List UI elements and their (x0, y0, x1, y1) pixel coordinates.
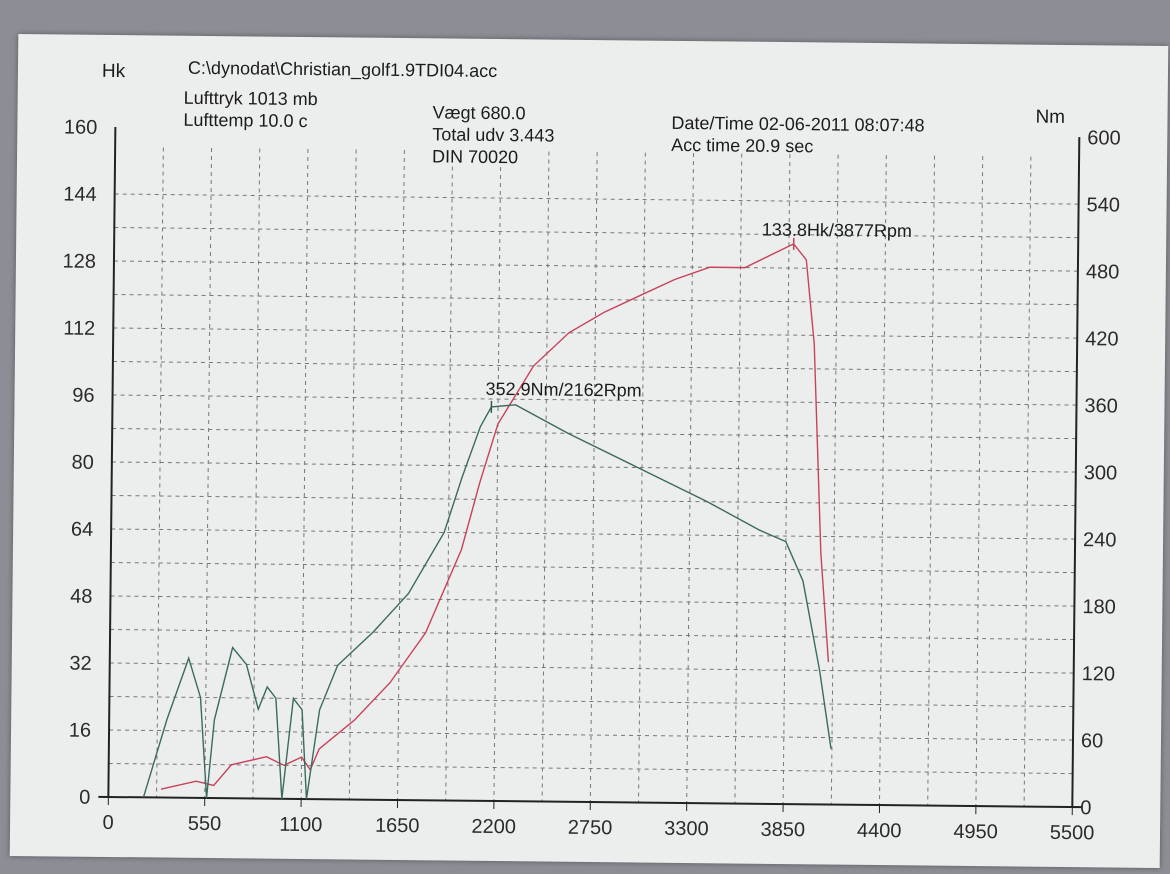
tick-labels: 0 550 1100 1650 2200 2750 3300 3850 4400 4950 5500… (62, 116, 1121, 844)
x-tick-label: 3850 (760, 819, 805, 841)
grid-line-h (111, 495, 1076, 507)
grid-line-v (782, 154, 791, 805)
torque-peak-label: 352.9Nm/2162Rpm (485, 379, 641, 401)
grid-line-h (110, 628, 1075, 641)
x-tick-label: 2750 (568, 817, 613, 839)
file-path: C:\dynodat\Christian_golf1.9TDI04.acc (188, 58, 497, 82)
grid-line-v (927, 155, 936, 806)
grid-line-v (300, 149, 309, 800)
grid-line-v (156, 147, 164, 798)
grid-line-v (686, 153, 695, 804)
y-left-tick-label: 112 (63, 317, 95, 339)
grid-line-h (111, 461, 1076, 473)
y-right-tick-label: 240 (1083, 529, 1117, 551)
x-tick-label: 3300 (664, 818, 709, 840)
grid-line-v (638, 152, 646, 803)
y-right-tick-label: 60 (1081, 730, 1103, 752)
y-left-tick-label: 32 (69, 653, 91, 675)
datetime: Date/Time 02-06-2011 08:07:48 (671, 113, 924, 136)
y-right-tick-label: 600 (1087, 127, 1121, 149)
grid-line-v (204, 148, 213, 799)
grid-line-h (110, 595, 1075, 607)
acc-time: Acc time 20.9 sec (671, 135, 813, 156)
grid-line-h (111, 528, 1076, 540)
x-tick-label: 4950 (953, 821, 998, 843)
right-axis (1071, 137, 1081, 808)
grid-line-h (112, 428, 1077, 440)
y-left-tick-label: 0 (79, 787, 90, 809)
x-tick-label: 2200 (471, 816, 516, 838)
grid-line-h (113, 294, 1078, 306)
torque-curve (142, 404, 832, 800)
x-tick-label: 550 (188, 813, 222, 835)
y-right-tick-label: 0 (1080, 797, 1091, 819)
y-right-tick-label: 360 (1084, 395, 1118, 417)
power-curve (160, 242, 830, 790)
din: DIN 70020 (432, 146, 518, 167)
total-udv: Total udv 3.443 (432, 124, 554, 145)
dyno-printout: 0 550 1100 1650 2200 2750 3300 3850 4400 4950 5500… (9, 34, 1169, 868)
grid-line-h (114, 227, 1079, 239)
grid-line-v (589, 152, 598, 803)
y-left-tick-label: 64 (71, 519, 93, 541)
grid-line-h (109, 662, 1074, 674)
y-right-tick-label: 480 (1086, 261, 1120, 283)
y-right-tick-label: 540 (1086, 194, 1120, 216)
series-lines (142, 237, 832, 800)
grid-line-v (734, 153, 743, 804)
y-left-tick-label: 16 (69, 720, 91, 742)
right-axis-label: Nm (1035, 107, 1065, 128)
x-tick-label: 5500 (1050, 822, 1095, 844)
left-axis (107, 127, 117, 797)
y-left-tick-label: 80 (71, 452, 93, 474)
y-right-tick-label: 300 (1084, 462, 1118, 484)
y-right-tick-label: 120 (1082, 663, 1116, 685)
dyno-chart: 0 550 1100 1650 2200 2750 3300 3850 4400 4950 5500… (62, 58, 1121, 845)
grid (108, 147, 1079, 807)
y-right-tick-label: 180 (1082, 596, 1116, 618)
grid-line-v (397, 150, 405, 801)
left-axis-label: Hk (102, 61, 126, 82)
grid-line-h (109, 729, 1074, 741)
grid-line-h (108, 762, 1073, 775)
y-right-tick-label: 420 (1085, 328, 1119, 350)
grid-line-h (113, 260, 1078, 272)
y-left-tick-label: 48 (70, 586, 92, 608)
grid-line-h (109, 695, 1074, 708)
grid-line-v (445, 150, 454, 801)
x-tick-label: 0 (102, 812, 113, 834)
grid-line-v (975, 156, 984, 807)
x-tick-label: 1650 (375, 815, 420, 837)
lufttemp: Lufttemp 10.0 c (183, 110, 307, 131)
grid-line-h (112, 394, 1077, 406)
grid-line-v (348, 149, 357, 800)
y-left-tick-label: 96 (72, 385, 94, 407)
vaegt: Vægt 680.0 (432, 102, 525, 123)
power-peak-label: 133.8Hk/3877Rpm (762, 220, 912, 242)
y-left-tick-label: 160 (64, 116, 98, 138)
grid-line-v (541, 151, 550, 802)
grid-line-h (113, 327, 1078, 339)
axes (98, 127, 1083, 816)
grid-line-v (830, 154, 839, 805)
y-left-tick-label: 144 (63, 183, 97, 205)
grid-line-v (493, 151, 502, 802)
grid-line-h (112, 361, 1077, 373)
x-tick-label: 4400 (857, 820, 902, 842)
grid-line-h (110, 561, 1075, 574)
grid-line-v (879, 155, 887, 806)
x-tick-label: 1100 (279, 814, 322, 836)
y-left-tick-label: 128 (62, 250, 96, 272)
grid-line-v (1023, 156, 1032, 807)
lufttryk: Lufttryk 1013 mb (184, 88, 318, 109)
grid-line-h (114, 193, 1079, 205)
